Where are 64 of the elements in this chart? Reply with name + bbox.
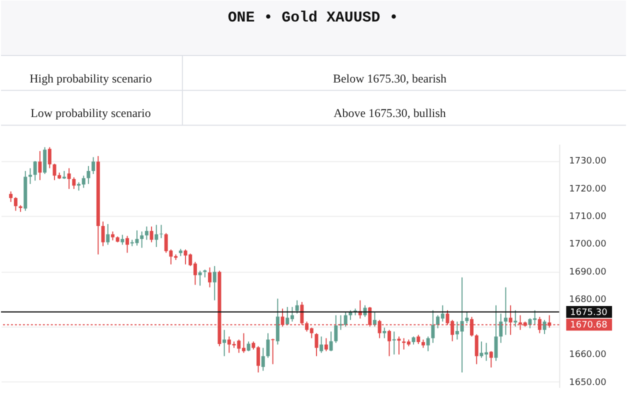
candlestick: [150, 226, 154, 243]
candlestick: [86, 165, 90, 184]
candlestick: [397, 336, 401, 355]
candlestick: [382, 327, 386, 339]
candlestick: [542, 319, 546, 335]
candlestick: [120, 234, 124, 246]
candlestick: [67, 168, 71, 190]
candlestick: [159, 224, 163, 239]
y-tick-label: 1720.00: [569, 184, 607, 194]
candlestick: [489, 350, 493, 368]
candlestick: [324, 338, 328, 352]
candlestick: [106, 224, 110, 246]
candlestick: [43, 146, 47, 175]
candlestick: [320, 336, 324, 354]
chart-title: ONE • Gold XAUUSD •: [228, 10, 398, 27]
candlestick: [14, 196, 18, 212]
candlestick: [334, 314, 338, 344]
y-tick-label: 1710.00: [569, 212, 607, 222]
candlestick: [499, 313, 503, 344]
candlestick: [38, 150, 42, 181]
candlestick: [474, 334, 478, 365]
candlestick: [33, 160, 37, 182]
candlestick: [426, 336, 430, 352]
candlestick: [48, 146, 52, 169]
candlestick: [144, 226, 148, 240]
candlestick: [212, 266, 216, 301]
candlestick: [295, 300, 299, 314]
candlestick: [208, 266, 212, 288]
candlestick: [72, 176, 76, 190]
ref-line-label: 1670.68: [570, 320, 608, 331]
candlestick: [372, 311, 376, 328]
candlestick: [28, 168, 32, 184]
candlestick: [504, 286, 508, 336]
y-tick-label: 1680.00: [569, 294, 607, 305]
candlestick: [126, 235, 130, 254]
ref-line-label: 1675.30: [570, 308, 608, 318]
candlestick: [465, 311, 469, 324]
y-tick-label: 1700.00: [569, 240, 607, 250]
candlestick: [140, 231, 144, 248]
y-tick-label: 1690.00: [569, 267, 607, 278]
candlestick: [9, 190, 13, 202]
candlestick: [514, 310, 518, 328]
y-tick-label: 1650.00: [569, 378, 607, 388]
candlestick: [392, 331, 396, 355]
candlestick: [344, 311, 348, 328]
candlestick: [154, 224, 158, 248]
candlestick: [494, 304, 498, 362]
text: Above 1675.30, bullish: [334, 106, 446, 120]
y-tick-label: 1660.00: [569, 350, 607, 360]
text: Below 1675.30, bearish: [332, 71, 447, 86]
candlestick: [92, 156, 96, 175]
candlestick: [431, 310, 435, 344]
candlestick: [388, 329, 392, 357]
candlestick: [101, 221, 105, 247]
candlestick: [222, 329, 226, 357]
text: High probability scenario: [30, 71, 152, 86]
candlestick: [261, 347, 265, 372]
candlestick: [246, 341, 250, 352]
candlestick: [416, 334, 420, 344]
y-tick-label: 1730.00: [569, 156, 607, 167]
candlestick: [198, 270, 202, 286]
candlestick: [266, 332, 270, 358]
candlestick: [329, 331, 333, 352]
text: Low probability scenario: [30, 106, 151, 120]
